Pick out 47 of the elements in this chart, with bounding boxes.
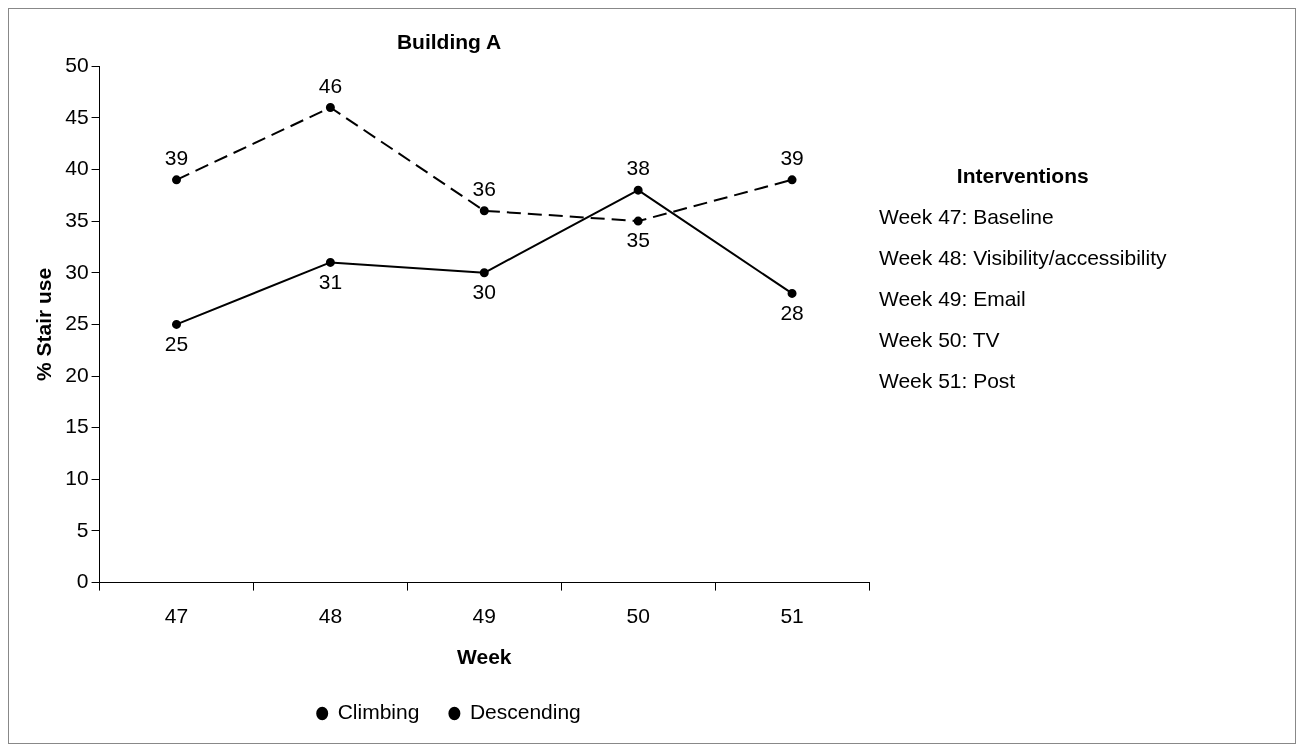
y-tick-label: 30 — [65, 259, 89, 283]
data-label: 39 — [164, 146, 189, 170]
data-label: 38 — [626, 156, 650, 180]
chart-title: Building A — [396, 30, 502, 54]
y-tick-label: 40 — [65, 156, 89, 180]
data-label: 46 — [318, 73, 343, 97]
data-label: 25 — [164, 331, 189, 355]
legend-label: Climbing — [337, 700, 420, 724]
point — [787, 288, 797, 298]
y-tick-label: 10 — [65, 466, 89, 490]
y-tick-label: 15 — [65, 414, 89, 438]
y-tick-label: 35 — [65, 207, 89, 231]
y-tick-label: 20 — [65, 362, 89, 386]
y-tick-label: 45 — [65, 104, 89, 128]
point — [787, 175, 797, 185]
data-label: 31 — [318, 269, 343, 293]
x-tick-label: 48 — [318, 604, 343, 627]
data-label: 30 — [472, 280, 496, 304]
point — [479, 206, 489, 216]
y-tick-label: 5 — [76, 517, 89, 541]
y-tick-label: 0 — [76, 569, 89, 593]
data-label: 39 — [780, 146, 804, 170]
text: Week 48: Visibility/accessibility — [879, 246, 1167, 270]
x-tick-label: 50 — [626, 604, 650, 627]
text: Interventions — [955, 164, 1090, 188]
text: Week 47: Baseline — [879, 205, 1055, 229]
text: Week 51: Post — [879, 369, 1017, 393]
data-label: 36 — [472, 177, 496, 201]
point — [325, 257, 335, 267]
point — [633, 185, 643, 195]
point — [172, 175, 181, 185]
text: Week 49: Email — [879, 287, 1027, 311]
x-tick-label: 51 — [780, 604, 804, 627]
y-axis-title: % Stair use — [32, 267, 56, 382]
x-tick-label: 49 — [472, 604, 496, 627]
point — [479, 268, 489, 278]
x-axis-title: Week — [457, 645, 512, 669]
y-tick-label: 50 — [65, 53, 89, 76]
data-label: 35 — [626, 228, 650, 252]
text: Week 50: TV — [879, 328, 1001, 352]
point — [325, 103, 335, 113]
x-tick-label: 47 — [164, 604, 189, 627]
point — [172, 319, 181, 329]
point — [633, 216, 643, 226]
legend-label: Descending — [469, 700, 581, 724]
data-label: 28 — [780, 300, 804, 324]
y-tick-label: 25 — [65, 311, 89, 335]
